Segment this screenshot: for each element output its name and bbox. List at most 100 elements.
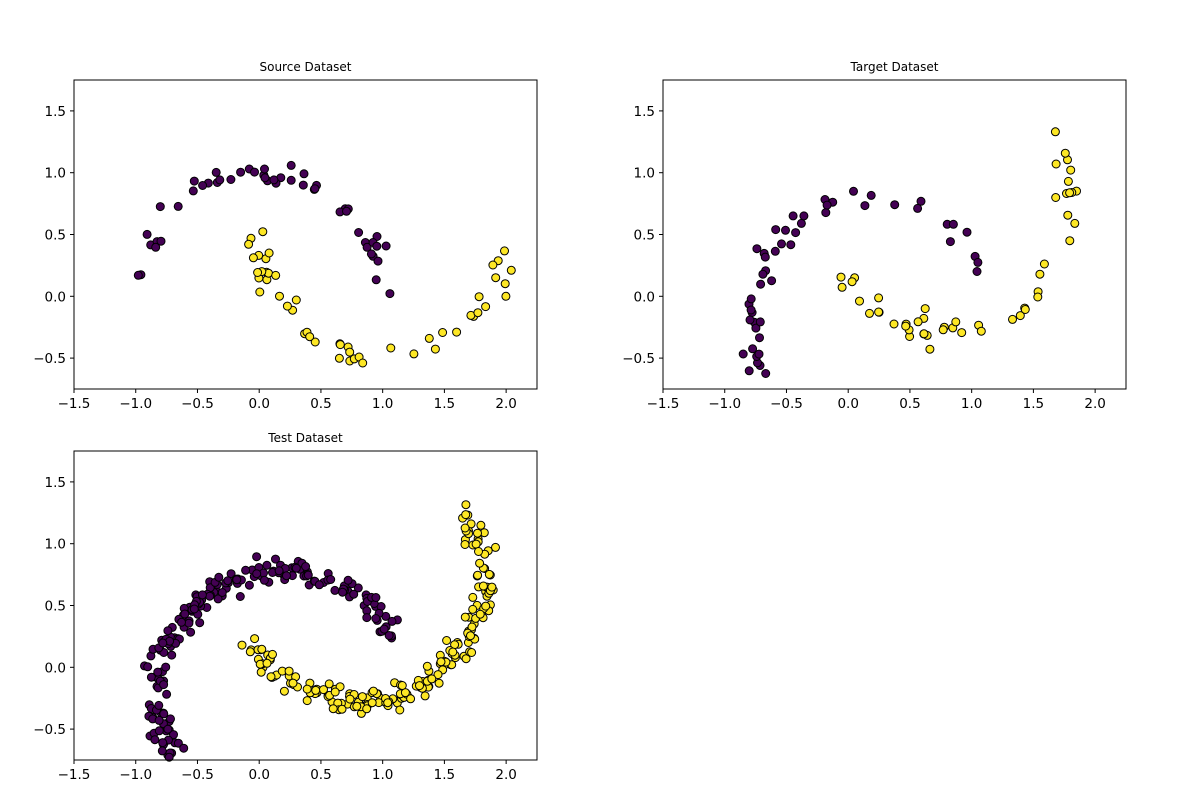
point-class0 <box>372 241 382 251</box>
x-tick-label: −1.5 <box>58 396 91 412</box>
point-class0 <box>217 588 227 597</box>
point-class0 <box>291 563 301 573</box>
y-tick-label: 1.5 <box>634 104 655 120</box>
x-tick-label: −1.0 <box>119 767 152 783</box>
axes-frame <box>73 450 538 761</box>
point-class1 <box>481 302 491 312</box>
point-class0 <box>821 208 831 218</box>
point-class1 <box>434 678 444 688</box>
point-class1 <box>305 332 315 342</box>
point-class1 <box>237 640 247 650</box>
point-class0 <box>799 211 809 221</box>
point-class0 <box>973 257 983 267</box>
point-class0 <box>184 618 194 628</box>
point-class1 <box>951 317 961 327</box>
point-class0 <box>167 650 177 660</box>
point-class0 <box>157 746 167 756</box>
point-class1 <box>257 644 267 654</box>
point-class0 <box>159 680 169 690</box>
x-tick-label: 1.0 <box>372 396 393 412</box>
scatter-panel: Test Dataset −1.5 −1.0 −0.5 0.0 0.5 1.0 1.5 2.0 −… <box>33 431 538 783</box>
point-class1 <box>424 333 434 343</box>
y-tick-label: 1.5 <box>45 475 66 491</box>
point-class0 <box>746 294 756 304</box>
point-class0 <box>299 169 309 179</box>
point-class1 <box>461 500 471 510</box>
point-class1 <box>1050 127 1060 137</box>
x-tick-label: 1.5 <box>434 396 455 412</box>
point-class0 <box>188 186 198 196</box>
point-class0 <box>913 203 923 213</box>
point-class0 <box>198 181 208 190</box>
point-class1 <box>1051 193 1061 202</box>
x-tick-label: 2.0 <box>495 396 516 412</box>
point-class1 <box>847 277 857 287</box>
point-class0 <box>387 616 397 626</box>
point-class1 <box>468 604 478 614</box>
point-class0 <box>860 201 870 211</box>
point-class1 <box>255 287 265 297</box>
point-class0 <box>262 560 272 570</box>
point-class1 <box>248 253 258 263</box>
point-class0 <box>143 662 153 672</box>
point-class1 <box>925 344 935 354</box>
point-class1 <box>368 686 378 696</box>
point-class1 <box>395 705 405 715</box>
point-class1 <box>500 279 510 289</box>
point-class1 <box>467 648 477 657</box>
point-class0 <box>298 180 308 190</box>
point-class1 <box>1063 210 1073 220</box>
x-tick-label: −1.5 <box>647 396 680 412</box>
point-class0 <box>326 575 336 584</box>
x-tick-label: 0.5 <box>899 396 920 412</box>
point-class1 <box>250 634 260 644</box>
x-tick-label: 0.0 <box>248 396 269 412</box>
point-class1 <box>345 347 355 357</box>
point-class1 <box>345 694 355 704</box>
point-class1 <box>330 687 340 697</box>
point-class0 <box>215 175 225 185</box>
point-class1 <box>358 358 368 368</box>
point-class0 <box>379 624 389 634</box>
point-class0 <box>232 575 242 585</box>
point-class0 <box>154 726 164 736</box>
point-class1 <box>436 657 446 667</box>
x-tick-label: 0.0 <box>248 767 269 783</box>
point-class0 <box>760 252 770 262</box>
point-class0 <box>349 589 359 599</box>
point-class0 <box>235 592 245 601</box>
point-class1 <box>1070 218 1080 228</box>
point-class1 <box>466 519 476 529</box>
point-class1 <box>471 539 481 549</box>
point-class0 <box>758 269 768 279</box>
point-class0 <box>173 201 183 211</box>
point-class1 <box>256 667 266 677</box>
point-class1 <box>855 296 864 306</box>
x-tick-label: 0.5 <box>310 767 331 783</box>
y-tick-label: 0.0 <box>634 289 655 305</box>
point-class0 <box>189 176 199 186</box>
point-class0 <box>214 572 224 582</box>
point-class0 <box>301 562 311 571</box>
point-class1 <box>473 570 483 580</box>
point-class1 <box>420 691 430 701</box>
point-class1 <box>475 558 485 568</box>
point-class0 <box>163 626 173 636</box>
point-class1 <box>409 349 419 359</box>
point-class0 <box>303 570 313 580</box>
point-class0 <box>796 218 806 228</box>
x-tick-label: −0.5 <box>181 767 214 783</box>
point-class1 <box>500 246 509 256</box>
point-class1 <box>284 666 294 676</box>
point-class0 <box>761 369 771 378</box>
point-class0 <box>163 724 173 734</box>
point-class1 <box>836 272 846 282</box>
point-class0 <box>164 752 174 762</box>
point-class1 <box>938 325 948 335</box>
y-tick-label: 0.0 <box>45 660 66 676</box>
point-class1 <box>461 510 471 520</box>
point-class1 <box>362 704 372 714</box>
point-class1 <box>291 295 301 305</box>
point-class0 <box>755 317 765 327</box>
